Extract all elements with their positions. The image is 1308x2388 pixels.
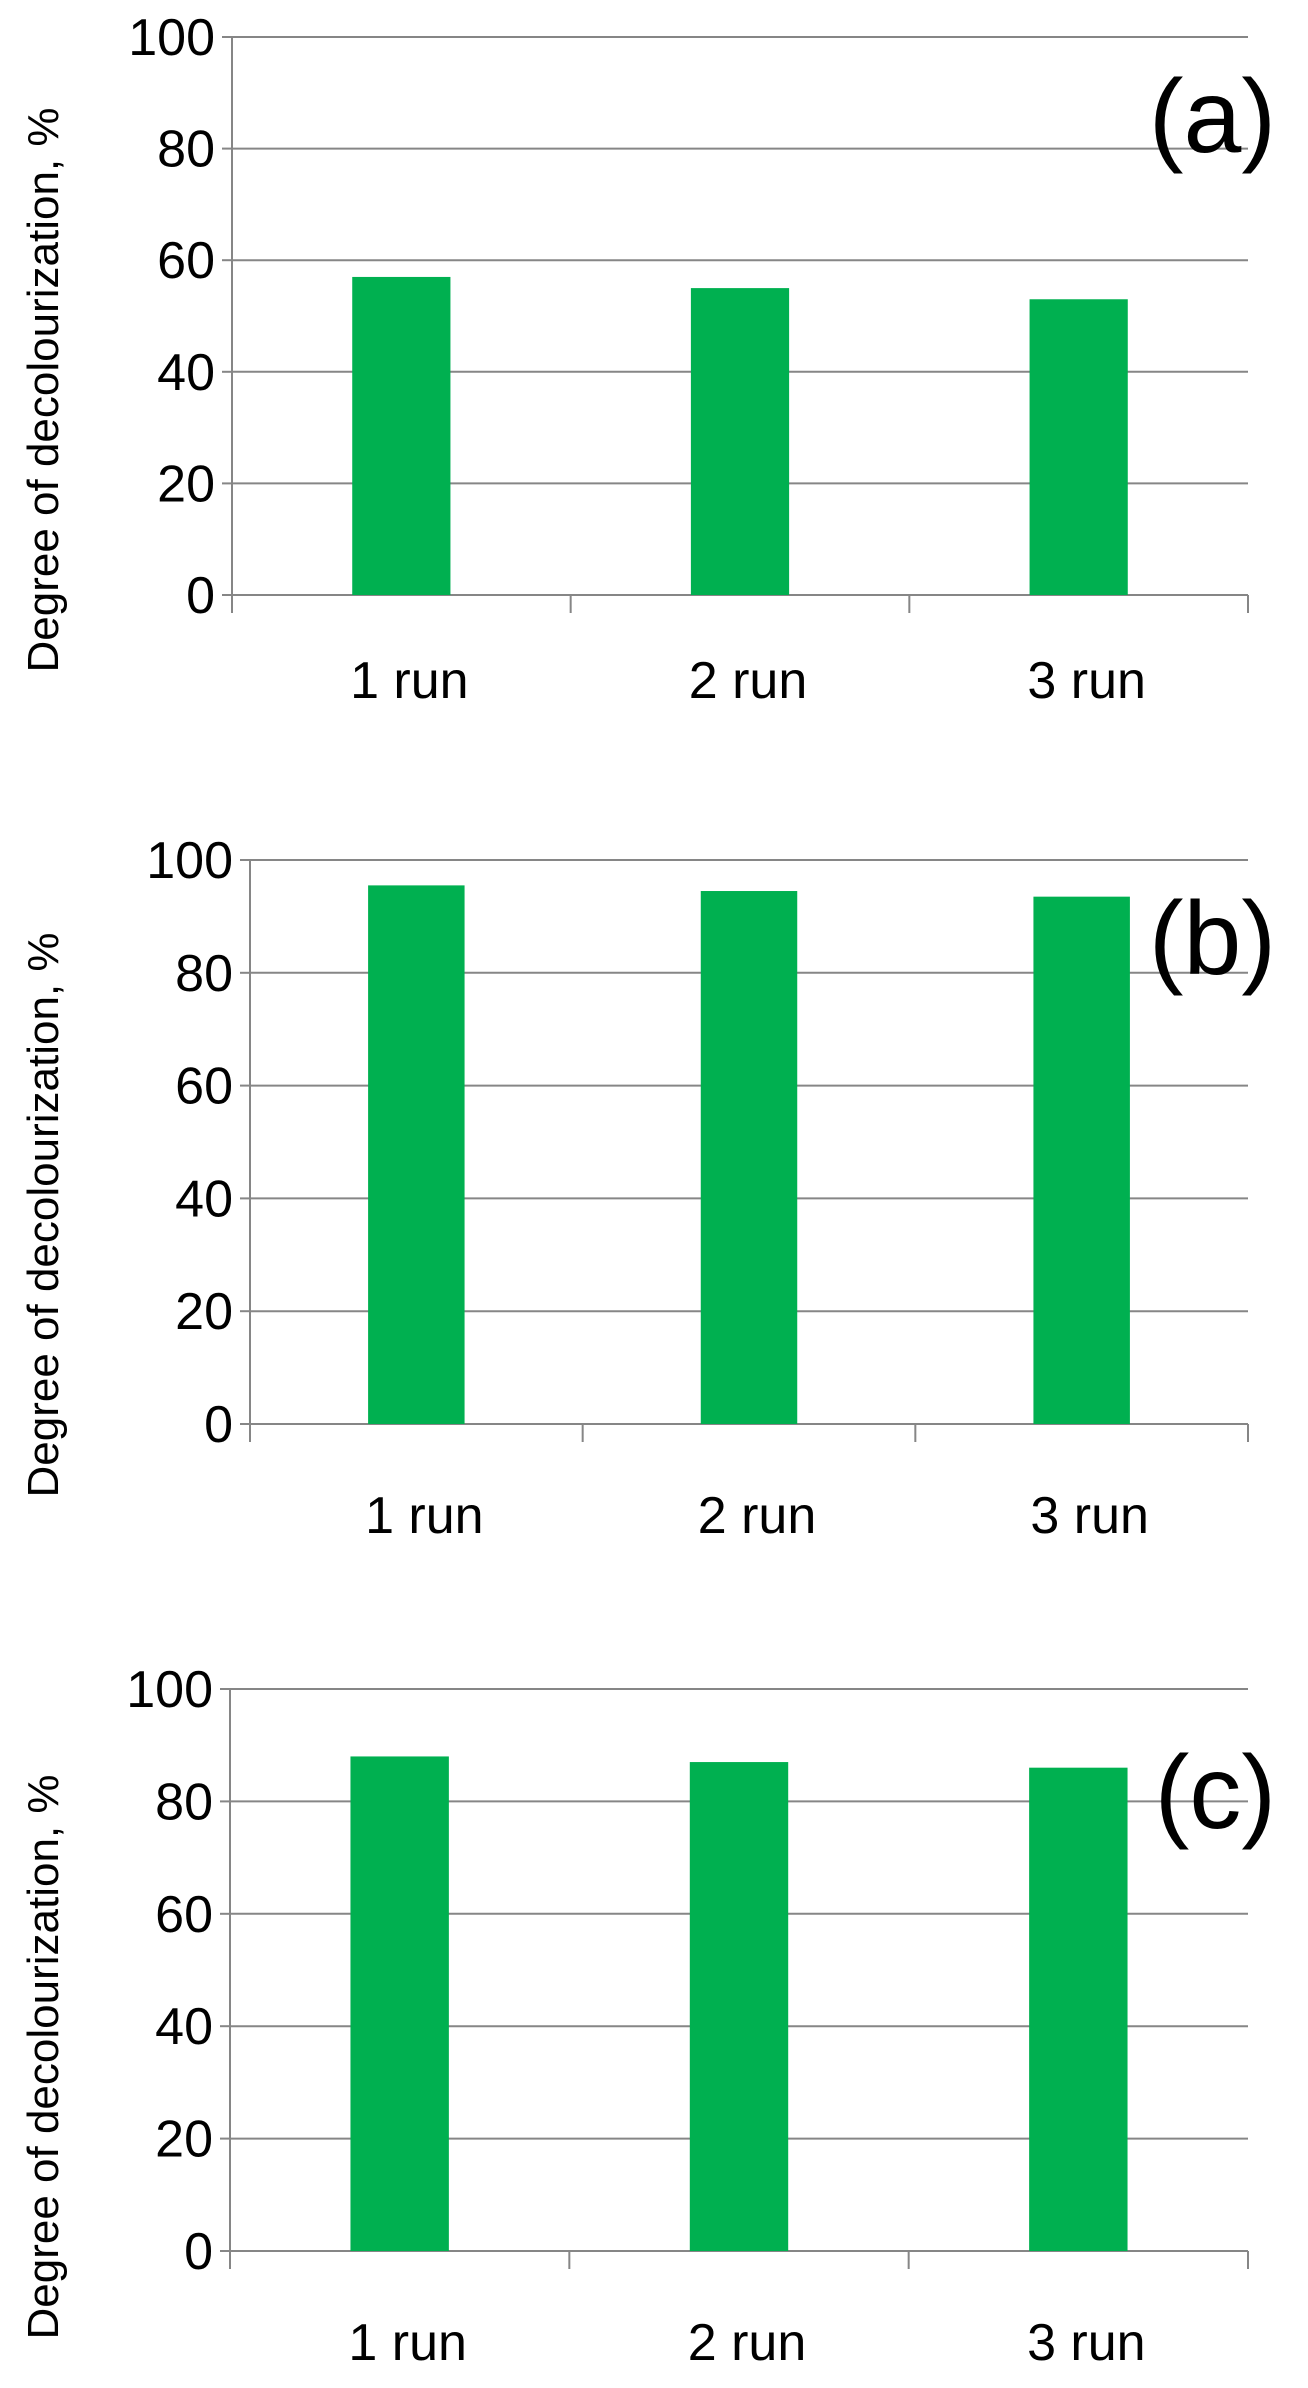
panel-label: (c): [1155, 1735, 1276, 1851]
x-tick-label: 3 run: [1027, 652, 1146, 710]
y-tick-label: 40: [157, 344, 215, 402]
bar-b-1: [368, 885, 465, 1424]
chart-panel-b: 0 20 40 60 80 100 1 run 2 run 3 run Degree of dec…: [19, 832, 1276, 1545]
bar-c-2: [689, 1762, 789, 2251]
y-axis-title: Degree of decolourization, %: [19, 1775, 68, 2340]
y-tick-label: 60: [157, 232, 215, 290]
bar-b-2: [700, 891, 798, 1424]
y-tick-label: 20: [175, 1283, 233, 1341]
y-tick-label: 80: [157, 121, 215, 179]
panel-label: (b): [1149, 881, 1276, 997]
x-tick-label: 1 run: [348, 2314, 467, 2372]
x-tick-label: 2 run: [688, 2314, 807, 2372]
x-tick-label: 3 run: [1027, 2314, 1146, 2372]
y-tick-label: 40: [155, 1998, 213, 2056]
y-tick-label: 100: [126, 1661, 213, 1719]
x-tick-label: 1 run: [365, 1487, 484, 1545]
y-tick-label: 20: [157, 455, 215, 513]
y-tick-label: 0: [204, 1396, 233, 1454]
x-tick-label: 2 run: [689, 652, 808, 710]
bar-c-3: [1029, 1767, 1128, 2251]
y-axis-title: Degree of decolourization, %: [19, 108, 68, 673]
y-tick-label: 60: [175, 1058, 233, 1116]
x-tick-label: 1 run: [350, 652, 469, 710]
bar-b-3: [1033, 896, 1130, 1424]
y-tick-label: 40: [175, 1170, 233, 1228]
y-tick-label: 100: [146, 832, 233, 890]
y-tick-label: 80: [175, 945, 233, 1003]
bar-a-3: [1029, 299, 1128, 595]
bar-c-1: [350, 1756, 449, 2251]
y-tick-label: 20: [155, 2111, 213, 2169]
x-tick-label: 3 run: [1030, 1487, 1149, 1545]
y-axis-title: Degree of decolourization, %: [19, 933, 68, 1498]
x-tick-label: 2 run: [698, 1487, 817, 1545]
chart-panel-a: 0 20 40 60 80 100 1 run 2 run 3 run Degree of dec…: [19, 9, 1276, 710]
y-tick-label: 60: [155, 1886, 213, 1944]
panel-label: (a): [1149, 59, 1276, 175]
bar-a-2: [690, 288, 790, 595]
y-tick-label: 0: [184, 2223, 213, 2281]
y-tick-label: 0: [186, 567, 215, 625]
y-tick-label: 100: [128, 9, 215, 67]
chart-panel-c: 0 20 40 60 80 100 1 run 2 run 3 run Degree of dec…: [19, 1661, 1276, 2372]
y-tick-label: 80: [155, 1773, 213, 1831]
bar-a-1: [352, 276, 451, 595]
